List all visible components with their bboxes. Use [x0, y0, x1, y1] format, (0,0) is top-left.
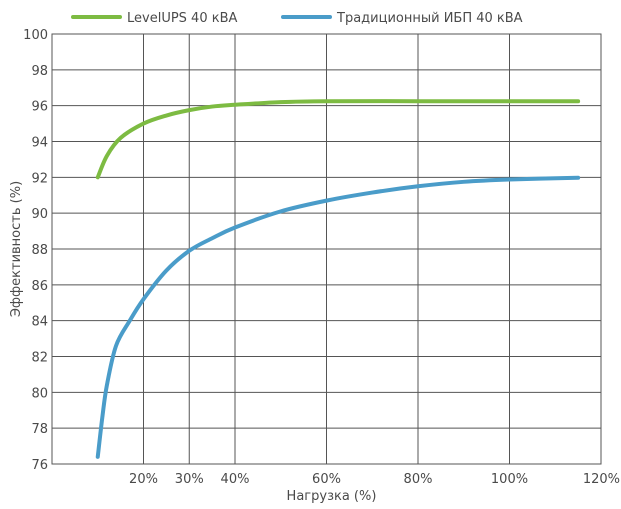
y-tick-label: 76 — [31, 458, 48, 473]
series-line-1 — [95, 99, 581, 180]
series-line-2 — [95, 175, 581, 459]
y-tick-label: 94 — [31, 136, 48, 151]
x-axis-title: Нагрузка (%) — [287, 489, 377, 504]
y-tick-label: 78 — [31, 422, 48, 437]
x-tick-label: 100% — [491, 472, 528, 487]
legend-label-1: LevelUPS 40 кВА — [127, 11, 237, 26]
y-tick-label: 82 — [31, 351, 48, 366]
x-tick-label: 120% — [583, 472, 620, 487]
y-axis-ticks: 76 78 80 82 84 86 88 90 92 94 96 98 100 — [23, 28, 48, 473]
y-tick-label: 88 — [31, 243, 48, 258]
y-tick-label: 98 — [31, 64, 48, 79]
y-tick-label: 100 — [23, 28, 48, 43]
x-tick-label: 20% — [129, 472, 158, 487]
x-tick-label: 30% — [175, 472, 204, 487]
x-tick-label: 80% — [404, 472, 433, 487]
y-tick-label: 96 — [31, 100, 48, 115]
y-tick-label: 80 — [31, 386, 48, 401]
x-tick-label: 60% — [312, 472, 341, 487]
y-axis-title: Эффективность (%) — [9, 181, 24, 317]
y-tick-label: 90 — [31, 207, 48, 222]
legend-label-2: Традиционный ИБП 40 кВА — [336, 11, 523, 26]
x-tick-label: 40% — [221, 472, 250, 487]
y-tick-label: 84 — [31, 315, 48, 330]
y-tick-label: 86 — [31, 279, 48, 294]
legend: LevelUPS 40 кВА Традиционный ИБП 40 кВА — [71, 11, 523, 26]
plot-frame — [51, 33, 602, 465]
grid — [52, 33, 602, 465]
x-axis-ticks: 20% 30% 40% 60% 80% 100% 120% — [129, 472, 620, 487]
y-tick-label: 92 — [31, 171, 48, 186]
series-layer — [95, 99, 581, 459]
